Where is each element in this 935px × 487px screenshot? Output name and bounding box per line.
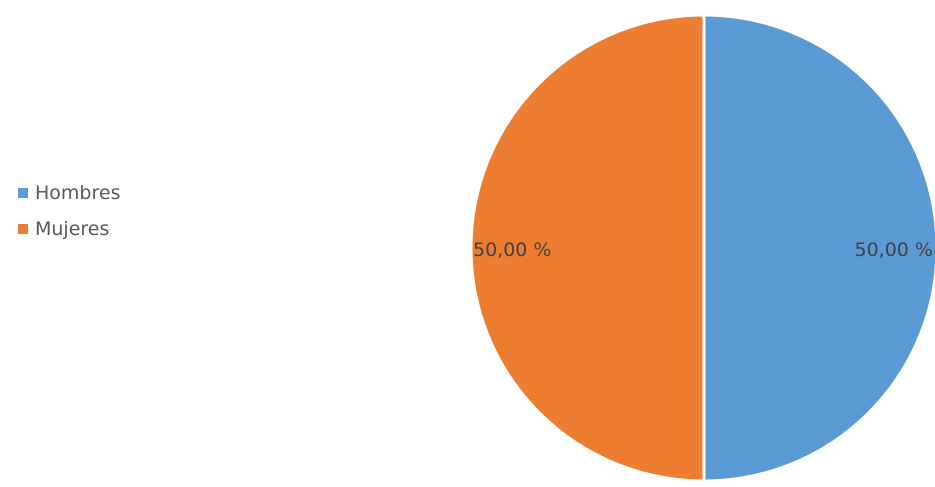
legend: Hombres Mujeres: [18, 175, 120, 247]
legend-swatch-hombres: [18, 188, 28, 198]
legend-item-hombres: Hombres: [18, 175, 120, 211]
data-label-hombres: 50,00 %: [855, 239, 934, 261]
pie-slice-hombres: [702, 13, 935, 483]
pie-slice-mujeres: [469, 13, 706, 483]
legend-label-hombres: Hombres: [35, 182, 121, 204]
legend-label-mujeres: Mujeres: [35, 218, 110, 240]
legend-item-mujeres: Mujeres: [18, 211, 120, 247]
data-label-mujeres: 50,00 %: [473, 239, 552, 261]
legend-swatch-mujeres: [18, 224, 28, 234]
